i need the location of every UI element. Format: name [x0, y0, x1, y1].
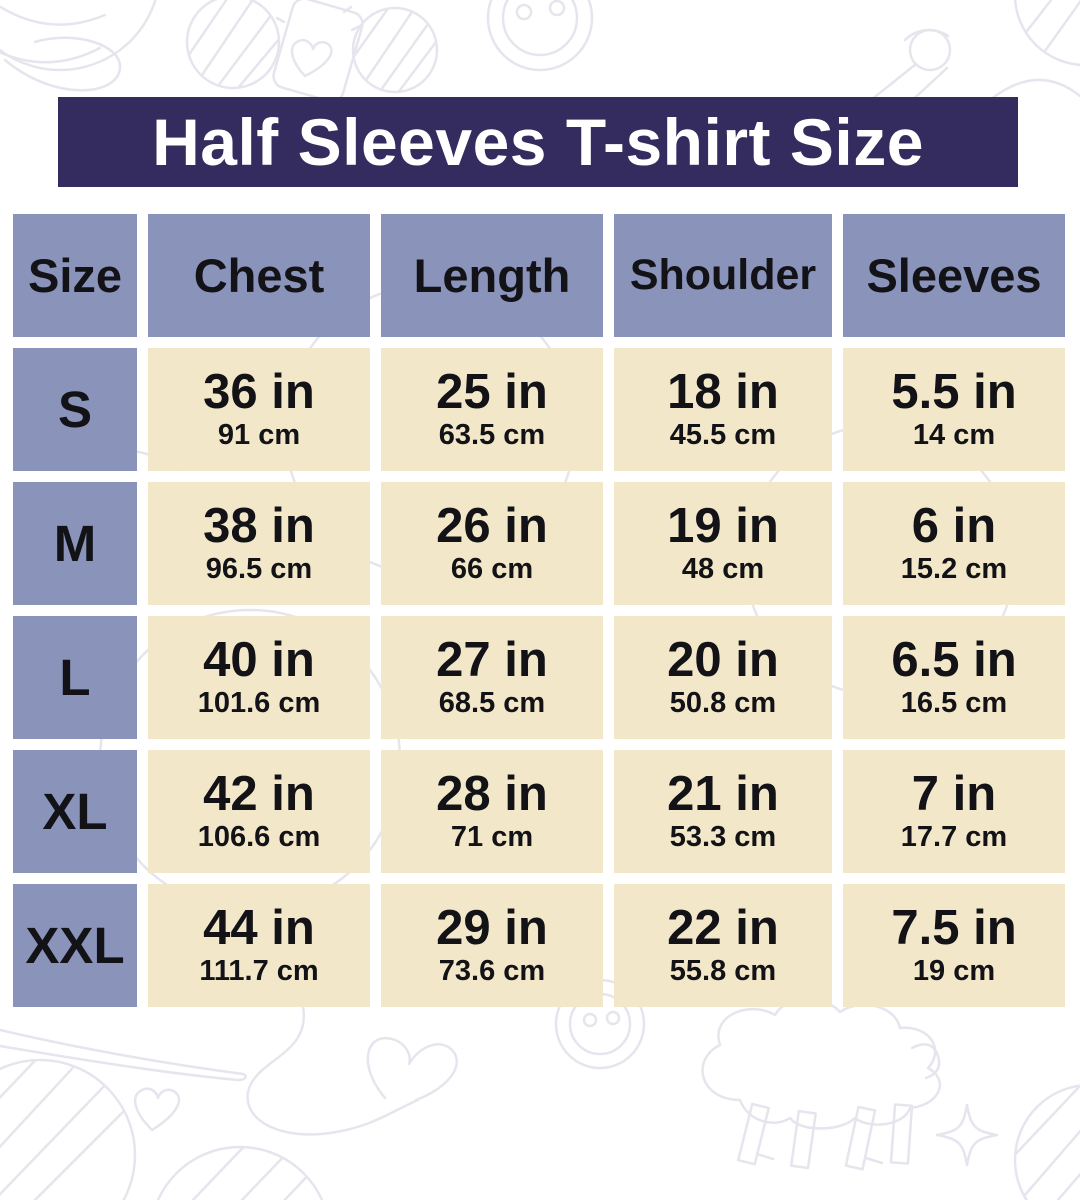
needle-icon — [0, 1028, 247, 1082]
cm-value: 15.2 cm — [900, 553, 1008, 586]
cm-value: 14 cm — [912, 419, 996, 452]
inches-value: 22 in — [667, 901, 779, 956]
column-header-sleeves: Sleeves — [843, 214, 1065, 337]
inches-value: 29 in — [436, 901, 548, 956]
cm-value: 96.5 cm — [205, 553, 313, 586]
cm-value: 73.6 cm — [438, 955, 546, 988]
cell-xxl-length: 29 in 73.6 cm — [381, 884, 603, 1007]
yarn-ball-icon — [1013, 1084, 1080, 1200]
cm-value: 17.7 cm — [900, 821, 1008, 854]
cm-value: 53.3 cm — [669, 821, 777, 854]
thread-heart-icon — [246, 1000, 458, 1136]
cell-xl-sleeves: 7 in 17.7 cm — [843, 750, 1065, 873]
inches-value: 27 in — [436, 633, 548, 688]
inches-value: 7 in — [911, 767, 997, 822]
inches-value: 6 in — [911, 499, 997, 554]
inches-value: 38 in — [203, 499, 315, 554]
inches-value: 5.5 in — [891, 365, 1017, 420]
yarn-ball-icon — [988, 0, 1080, 102]
yarn-ball-icon — [0, 0, 157, 92]
cm-value: 16.5 cm — [900, 687, 1008, 720]
inches-value: 36 in — [203, 365, 315, 420]
row-label-m: M — [13, 482, 137, 605]
yarn-ball-icon — [185, 0, 281, 90]
yarn-ball-icon — [351, 6, 439, 94]
column-header-chest: Chest — [148, 214, 370, 337]
cell-m-length: 26 in 66 cm — [381, 482, 603, 605]
column-header-size: Size — [13, 214, 137, 337]
cell-l-sleeves: 6.5 in 16.5 cm — [843, 616, 1065, 739]
inches-value: 21 in — [667, 767, 779, 822]
sheep-icon — [701, 998, 942, 1171]
inches-value: 6.5 in — [891, 633, 1017, 688]
inches-value: 18 in — [667, 365, 779, 420]
cm-value: 106.6 cm — [197, 821, 321, 854]
cell-s-length: 25 in 63.5 cm — [381, 348, 603, 471]
cell-xxl-chest: 44 in 111.7 cm — [148, 884, 370, 1007]
cell-l-chest: 40 in 101.6 cm — [148, 616, 370, 739]
cell-l-shoulder: 20 in 50.8 cm — [614, 616, 832, 739]
title-banner: Half Sleeves T-shirt Size — [58, 97, 1018, 187]
yarn-ball-icon — [150, 1145, 324, 1200]
inches-value: 44 in — [203, 901, 315, 956]
inches-value: 7.5 in — [891, 901, 1017, 956]
cm-value: 71 cm — [450, 821, 534, 854]
cell-xxl-shoulder: 22 in 55.8 cm — [614, 884, 832, 1007]
row-label-s: S — [13, 348, 137, 471]
cell-xxl-sleeves: 7.5 in 19 cm — [843, 884, 1065, 1007]
cm-value: 63.5 cm — [438, 419, 546, 452]
cm-value: 48 cm — [681, 553, 765, 586]
inches-value: 40 in — [203, 633, 315, 688]
inches-value: 28 in — [436, 767, 548, 822]
cm-value: 68.5 cm — [438, 687, 546, 720]
column-header-shoulder: Shoulder — [614, 214, 832, 337]
cm-value: 66 cm — [450, 553, 534, 586]
cell-m-sleeves: 6 in 15.2 cm — [843, 482, 1065, 605]
inches-value: 20 in — [667, 633, 779, 688]
cm-value: 55.8 cm — [669, 955, 777, 988]
page-title: Half Sleeves T-shirt Size — [152, 105, 924, 179]
button-icon — [486, 0, 594, 72]
cell-s-shoulder: 18 in 45.5 cm — [614, 348, 832, 471]
row-label-l: L — [13, 616, 137, 739]
cell-s-chest: 36 in 91 cm — [148, 348, 370, 471]
cm-value: 91 cm — [217, 419, 301, 452]
cell-m-shoulder: 19 in 48 cm — [614, 482, 832, 605]
inches-value: 42 in — [203, 767, 315, 822]
cm-value: 45.5 cm — [669, 419, 777, 452]
cm-value: 111.7 cm — [199, 955, 319, 988]
cell-m-chest: 38 in 96.5 cm — [148, 482, 370, 605]
cell-xl-chest: 42 in 106.6 cm — [148, 750, 370, 873]
inches-value: 25 in — [436, 365, 548, 420]
row-label-xl: XL — [13, 750, 137, 873]
cell-l-length: 27 in 68.5 cm — [381, 616, 603, 739]
heart-icon — [133, 1087, 181, 1132]
cell-xl-shoulder: 21 in 53.3 cm — [614, 750, 832, 873]
cm-value: 101.6 cm — [197, 687, 321, 720]
knitting-roll-icon — [272, 0, 364, 103]
cell-xl-length: 28 in 71 cm — [381, 750, 603, 873]
row-label-xxl: XXL — [13, 884, 137, 1007]
size-table: Size Chest Length Shoulder Sleeves S 36 … — [13, 214, 1065, 1007]
inches-value: 19 in — [667, 499, 779, 554]
cm-value: 50.8 cm — [669, 687, 777, 720]
inches-value: 26 in — [436, 499, 548, 554]
sparkle-icon — [935, 1103, 999, 1167]
cm-value: 19 cm — [912, 955, 996, 988]
cell-s-sleeves: 5.5 in 14 cm — [843, 348, 1065, 471]
yarn-ball-icon — [0, 1058, 137, 1200]
column-header-length: Length — [381, 214, 603, 337]
